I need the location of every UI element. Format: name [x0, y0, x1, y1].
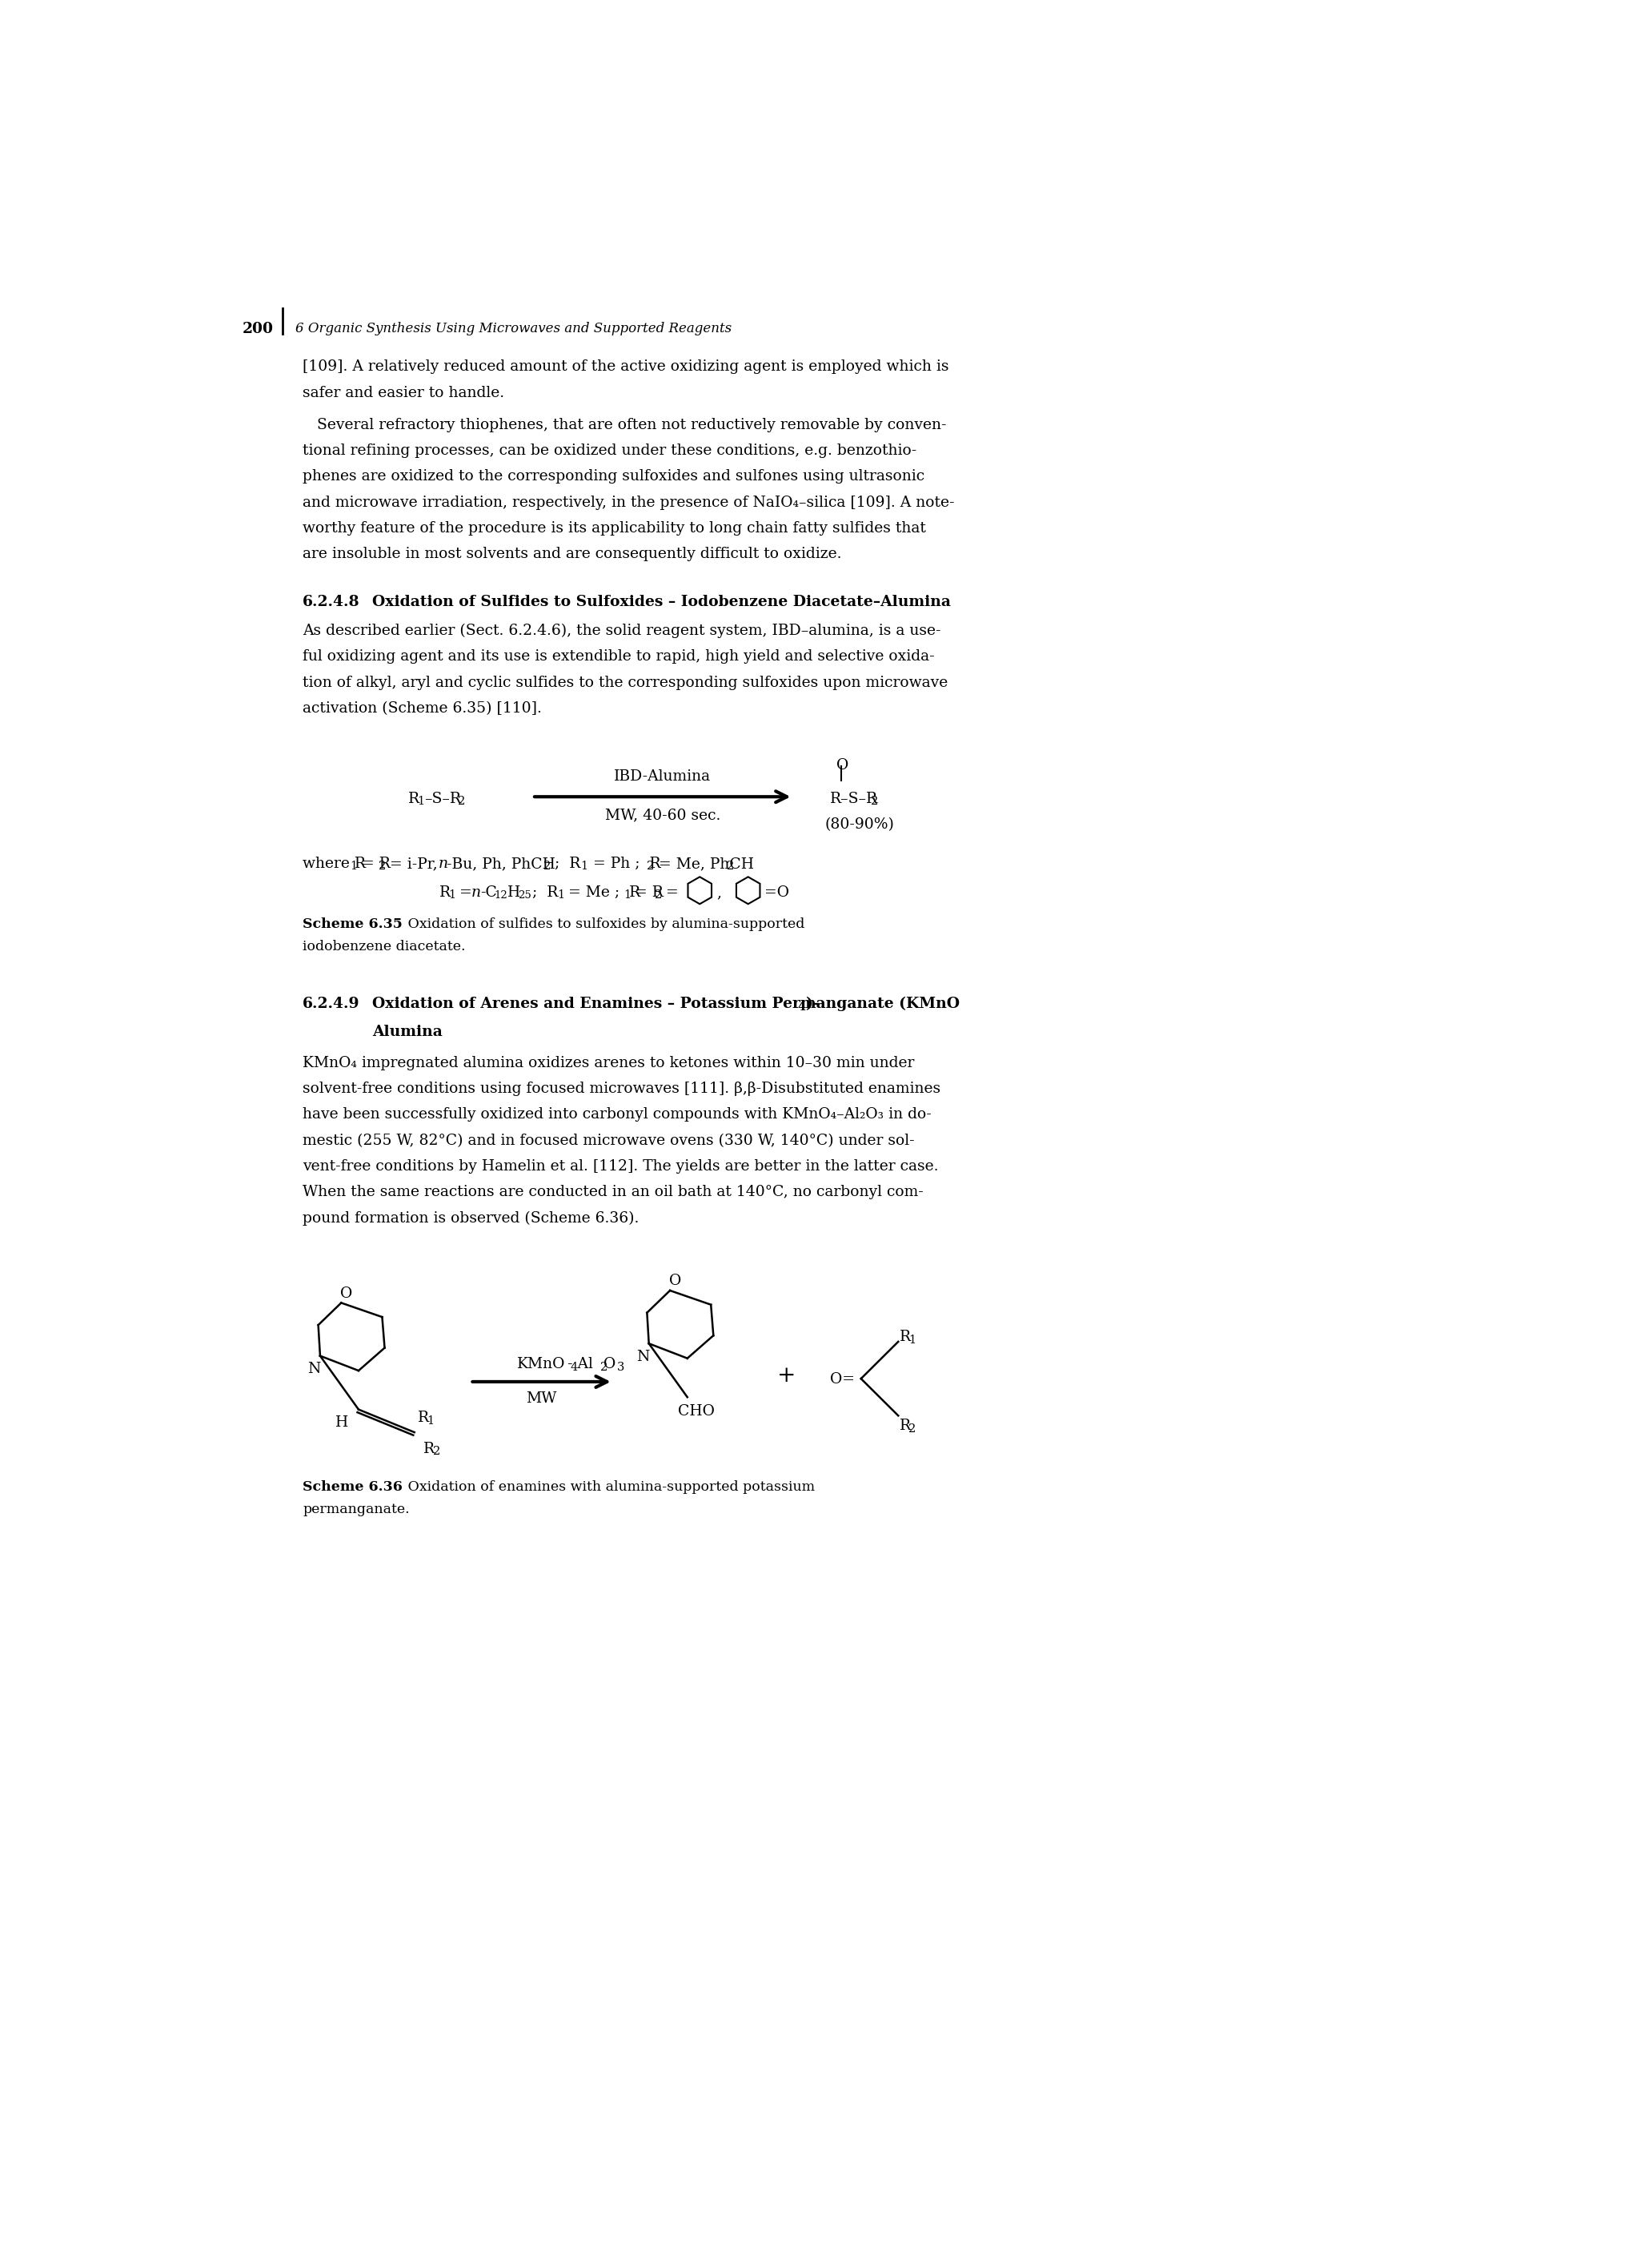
Text: = i-Pr,: = i-Pr, — [386, 857, 443, 871]
Text: MW: MW — [526, 1390, 557, 1406]
Text: 2: 2 — [457, 796, 466, 807]
Text: where R: where R — [303, 857, 366, 871]
Text: Oxidation of enamines with alumina-supported potassium: Oxidation of enamines with alumina-suppo… — [394, 1481, 816, 1495]
Text: safer and easier to handle.: safer and easier to handle. — [303, 386, 505, 399]
Text: 2: 2 — [544, 862, 550, 873]
Text: )–: )– — [806, 996, 821, 1012]
Text: R: R — [900, 1420, 910, 1433]
Text: - Al: - Al — [567, 1356, 593, 1372]
Text: 2: 2 — [378, 862, 386, 873]
Text: = R: = R — [630, 885, 664, 900]
Text: 2: 2 — [646, 862, 654, 873]
Text: +: + — [777, 1365, 796, 1386]
Text: =: = — [661, 885, 679, 900]
Text: 2: 2 — [433, 1447, 441, 1456]
Text: Oxidation of sulfides to sulfoxides by alumina-supported: Oxidation of sulfides to sulfoxides by a… — [394, 919, 804, 932]
Text: 4: 4 — [798, 1002, 806, 1012]
Text: n: n — [472, 885, 482, 900]
Text: KMnO₄ impregnated alumina oxidizes arenes to ketones within 10–30 min under: KMnO₄ impregnated alumina oxidizes arene… — [303, 1055, 915, 1070]
Text: R: R — [417, 1411, 428, 1424]
Text: ;  R: ; R — [550, 857, 581, 871]
Text: 1: 1 — [427, 1415, 435, 1427]
Text: Oxidation of Sulfides to Sulfoxides – Iodobenzene Diacetate–Alumina: Oxidation of Sulfides to Sulfoxides – Io… — [373, 594, 951, 610]
Text: O: O — [340, 1286, 352, 1300]
Text: have been successfully oxidized into carbonyl compounds with KMnO₄–Al₂O₃ in do-: have been successfully oxidized into car… — [303, 1107, 931, 1123]
Text: permanganate.: permanganate. — [303, 1504, 410, 1517]
Text: Scheme 6.36: Scheme 6.36 — [303, 1481, 402, 1495]
Text: 1: 1 — [624, 889, 632, 900]
Text: 2: 2 — [728, 862, 734, 873]
Text: 2: 2 — [871, 796, 879, 807]
Text: Alumina: Alumina — [373, 1025, 443, 1039]
Text: As described earlier (Sect. 6.2.4.6), the solid reagent system, IBD–alumina, is : As described earlier (Sect. 6.2.4.6), th… — [303, 624, 941, 637]
Text: -C: -C — [480, 885, 497, 900]
Text: R: R — [440, 885, 451, 900]
Text: phenes are oxidized to the corresponding sulfoxides and sulfones using ultrasoni: phenes are oxidized to the corresponding… — [303, 469, 925, 483]
Text: 2: 2 — [654, 889, 663, 900]
Text: ,: , — [716, 885, 721, 900]
Text: –S–R: –S–R — [425, 792, 461, 805]
Text: and microwave irradiation, respectively, in the presence of NaIO₄–silica [109]. : and microwave irradiation, respectively,… — [303, 494, 954, 510]
Text: R: R — [423, 1442, 435, 1456]
Text: vent-free conditions by Hamelin et al. [112]. The yields are better in the latte: vent-free conditions by Hamelin et al. [… — [303, 1159, 939, 1173]
Text: pound formation is observed (Scheme 6.36).: pound formation is observed (Scheme 6.36… — [303, 1211, 640, 1225]
Text: O: O — [669, 1275, 681, 1288]
Text: [109]. A relatively reduced amount of the active oxidizing agent is employed whi: [109]. A relatively reduced amount of th… — [303, 361, 949, 374]
Text: = Me, PhCH: = Me, PhCH — [654, 857, 754, 871]
Text: =: = — [454, 885, 477, 900]
Text: 1: 1 — [557, 889, 565, 900]
Text: ;  R: ; R — [532, 885, 558, 900]
Text: R: R — [409, 792, 420, 805]
Text: 6 Organic Synthesis Using Microwaves and Supported Reagents: 6 Organic Synthesis Using Microwaves and… — [295, 322, 731, 336]
Text: R: R — [900, 1329, 910, 1343]
Text: O: O — [837, 758, 848, 773]
Text: iodobenzene diacetate.: iodobenzene diacetate. — [303, 939, 466, 953]
Text: worthy feature of the procedure is its applicability to long chain fatty sulfide: worthy feature of the procedure is its a… — [303, 522, 926, 535]
Text: Scheme 6.35: Scheme 6.35 — [303, 919, 402, 932]
Text: =O: =O — [764, 885, 790, 900]
Text: 2: 2 — [599, 1361, 607, 1372]
Text: tional refining processes, can be oxidized under these conditions, e.g. benzothi: tional refining processes, can be oxidiz… — [303, 445, 917, 458]
Text: 1: 1 — [908, 1334, 917, 1345]
Text: are insoluble in most solvents and are consequently difficult to oxidize.: are insoluble in most solvents and are c… — [303, 547, 842, 562]
Text: 3: 3 — [617, 1361, 625, 1372]
Text: ful oxidizing agent and its use is extendible to rapid, high yield and selective: ful oxidizing agent and its use is exten… — [303, 649, 934, 665]
Text: mestic (255 W, 82°C) and in focused microwave ovens (330 W, 140°C) under sol-: mestic (255 W, 82°C) and in focused micr… — [303, 1134, 915, 1148]
Text: 1: 1 — [449, 889, 456, 900]
Text: KMnO: KMnO — [518, 1356, 565, 1372]
Text: tion of alkyl, aryl and cyclic sulfides to the corresponding sulfoxides upon mic: tion of alkyl, aryl and cyclic sulfides … — [303, 676, 947, 689]
Text: MW, 40-60 sec.: MW, 40-60 sec. — [604, 807, 720, 823]
Text: H: H — [508, 885, 521, 900]
Text: 4: 4 — [570, 1361, 578, 1372]
Text: 6.2.4.8: 6.2.4.8 — [303, 594, 360, 610]
Text: N: N — [308, 1363, 321, 1377]
Text: When the same reactions are conducted in an oil bath at 140°C, no carbonyl com-: When the same reactions are conducted in… — [303, 1186, 923, 1200]
Text: Several refractory thiophenes, that are often not reductively removable by conve: Several refractory thiophenes, that are … — [303, 417, 946, 431]
Text: 25: 25 — [518, 889, 531, 900]
Text: (80-90%): (80-90%) — [825, 819, 894, 832]
Text: 1: 1 — [350, 862, 357, 873]
Text: R–S–R: R–S–R — [830, 792, 877, 805]
Text: -Bu, Ph, PhCH: -Bu, Ph, PhCH — [446, 857, 555, 871]
Text: 2: 2 — [908, 1422, 917, 1433]
Text: N: N — [637, 1349, 650, 1363]
Text: = Me ;  R: = Me ; R — [563, 885, 640, 900]
Text: activation (Scheme 6.35) [110].: activation (Scheme 6.35) [110]. — [303, 701, 542, 717]
Text: 1: 1 — [417, 796, 425, 807]
Text: = Ph ;  R: = Ph ; R — [588, 857, 661, 871]
Text: solvent-free conditions using focused microwaves [111]. β,β-Disubstituted enamin: solvent-free conditions using focused mi… — [303, 1082, 941, 1095]
Text: 200: 200 — [243, 322, 274, 336]
Text: O: O — [604, 1356, 615, 1372]
Text: 6.2.4.9: 6.2.4.9 — [303, 996, 360, 1012]
Text: Oxidation of Arenes and Enamines – Potassium Permanganate (KMnO: Oxidation of Arenes and Enamines – Potas… — [373, 996, 961, 1012]
Text: O=: O= — [830, 1372, 855, 1388]
Text: IBD-Alumina: IBD-Alumina — [614, 769, 711, 782]
Text: CHO: CHO — [677, 1404, 715, 1420]
Text: 12: 12 — [493, 889, 508, 900]
Text: n: n — [438, 857, 448, 871]
Text: 1: 1 — [581, 862, 588, 873]
Text: H: H — [335, 1415, 348, 1431]
Text: = R: = R — [357, 857, 391, 871]
